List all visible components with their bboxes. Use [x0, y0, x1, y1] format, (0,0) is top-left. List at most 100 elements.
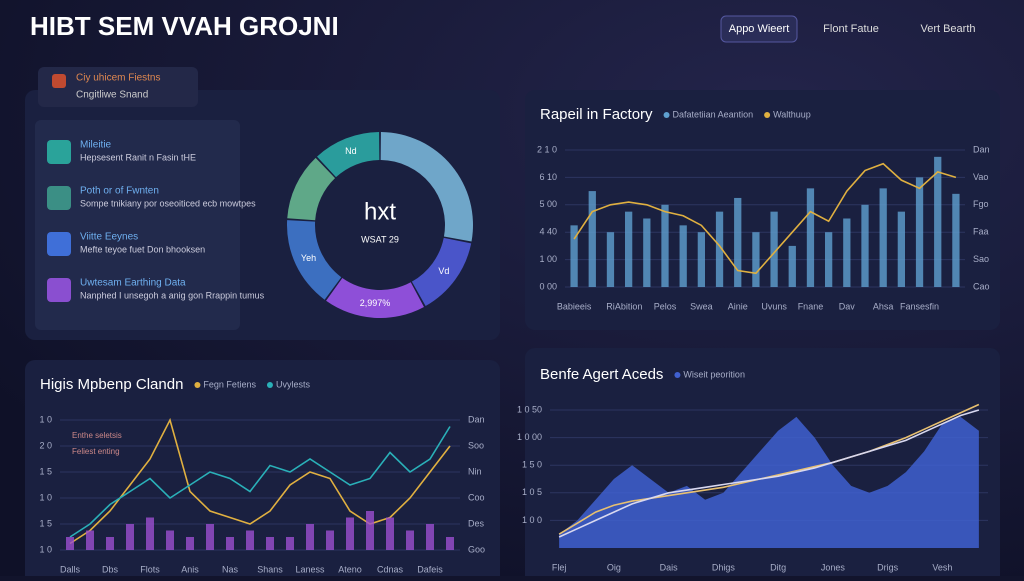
- bar: [366, 511, 374, 550]
- y-tick-label: 1 5 0: [522, 460, 542, 470]
- y2-tick-label: Des: [468, 518, 485, 528]
- bar: [788, 245, 796, 287]
- x-tick-label: Dais: [660, 562, 679, 572]
- chart-title: Rapeil in Factory: [540, 106, 653, 123]
- bar: [106, 537, 114, 550]
- line: [558, 409, 980, 538]
- list-text: Nanphed I unsegoh a anig gon Rrappin tum…: [80, 290, 265, 300]
- x-tick-label: Ainie: [728, 301, 748, 311]
- area: [559, 416, 979, 548]
- y-tick-label: 1 0 00: [517, 432, 542, 442]
- annotation: Enthe seletsis: [72, 431, 122, 440]
- x-tick-label: Flej: [552, 562, 567, 572]
- y-tick-label: 1 5: [39, 466, 52, 476]
- bar: [386, 517, 394, 550]
- bar: [843, 218, 851, 287]
- bar: [734, 197, 742, 287]
- legend-dot: [674, 372, 681, 378]
- x-tick-label: Ateno: [338, 564, 362, 574]
- bar: [806, 188, 815, 287]
- nav-item[interactable]: Vert Bearth: [920, 23, 975, 35]
- x-tick-label: Dalls: [60, 564, 81, 574]
- list-icon: [47, 278, 71, 302]
- legend-label: Fegn Fetiens: [203, 379, 256, 389]
- x-tick-label: Fnane: [798, 301, 824, 311]
- segment-label: 2,997%: [360, 298, 391, 308]
- bar: [643, 218, 651, 287]
- y-tick-label: 2 1 0: [537, 144, 557, 154]
- x-tick-label: Anis: [181, 564, 199, 574]
- x-tick-label: Shans: [257, 564, 283, 574]
- legend-label: Dafatetiian Aeantion: [673, 109, 754, 119]
- legend-dot: [764, 112, 771, 118]
- y2-tick-label: Coo: [468, 492, 485, 502]
- nav-active[interactable]: [720, 15, 798, 43]
- y-tick-label: 1 00: [539, 254, 557, 264]
- bar: [825, 232, 833, 287]
- list-title: Viitte Eeynes: [80, 232, 138, 243]
- x-tick-label: Dbs: [102, 564, 119, 574]
- bar: [286, 537, 294, 550]
- list-title: Poth or of Fwnten: [80, 186, 159, 197]
- bar: [752, 232, 760, 287]
- segment-label: Vd: [438, 266, 449, 276]
- donut-segment: [326, 277, 424, 319]
- list-title: Uwtesam Earthing Data: [80, 278, 186, 289]
- panel: [25, 360, 500, 581]
- bar: [186, 537, 194, 550]
- x-tick-label: Laness: [295, 564, 325, 574]
- y-tick-label: 1 0 5: [522, 487, 542, 497]
- y-tick-label: 5 00: [539, 199, 557, 209]
- bar: [86, 530, 94, 550]
- bar: [206, 524, 214, 550]
- list-icon: [47, 140, 71, 164]
- x-tick-label: Vesh: [932, 562, 952, 572]
- x-tick-label: Pelos: [654, 301, 677, 311]
- bar: [226, 537, 234, 550]
- y2-tick-label: Cao: [973, 281, 990, 291]
- bar: [66, 537, 74, 550]
- nav-item[interactable]: Flont Fatue: [823, 23, 879, 35]
- bar: [406, 530, 414, 550]
- bar: [770, 211, 778, 287]
- bar: [861, 204, 869, 287]
- donut-segment: [380, 132, 473, 242]
- y-tick-label: 1 0 50: [517, 404, 542, 414]
- x-tick-label: Flots: [140, 564, 160, 574]
- legend-dot: [194, 382, 201, 388]
- x-tick-label: Nas: [222, 564, 239, 574]
- y-tick-label: 6 10: [539, 172, 557, 182]
- bar: [146, 517, 154, 550]
- nav-item[interactable]: Appo Wieert: [729, 23, 790, 35]
- x-tick-label: Ri: [606, 301, 615, 311]
- bar: [661, 204, 669, 287]
- y-tick-label: 4 40: [539, 227, 557, 237]
- bar: [915, 177, 924, 287]
- legend-dot: [266, 382, 273, 388]
- x-tick-label: Dhigs: [712, 562, 736, 572]
- bar: [697, 232, 705, 287]
- x-tick-label: Oig: [607, 562, 621, 572]
- x-tick-label: Dafeis: [417, 564, 443, 574]
- x-tick-label: Dav: [839, 301, 856, 311]
- x-tick-label: Fansesfin: [900, 301, 939, 311]
- badge-subtitle: Cngitliwe Snand: [76, 90, 148, 101]
- legend-label: Uvylests: [276, 379, 311, 389]
- list-text: Hepsesent Ranit n Fasin tHE: [80, 152, 196, 162]
- x-tick-label: Babieeis: [557, 301, 592, 311]
- list-icon: [47, 186, 71, 210]
- legend-dot: [663, 112, 670, 118]
- bar: [306, 524, 314, 550]
- badge-title: Ciy uhicem Fiestns: [76, 73, 160, 84]
- bar: [879, 188, 887, 287]
- bar: [246, 530, 254, 550]
- bar: [570, 225, 578, 287]
- y2-tick-label: Fgo: [973, 199, 989, 209]
- bar: [326, 530, 334, 550]
- x-tick-label: Drigs: [877, 562, 899, 572]
- bar: [625, 211, 633, 287]
- y-tick-label: 1 0: [39, 414, 52, 424]
- line: [69, 426, 451, 538]
- y2-tick-label: Soo: [468, 440, 484, 450]
